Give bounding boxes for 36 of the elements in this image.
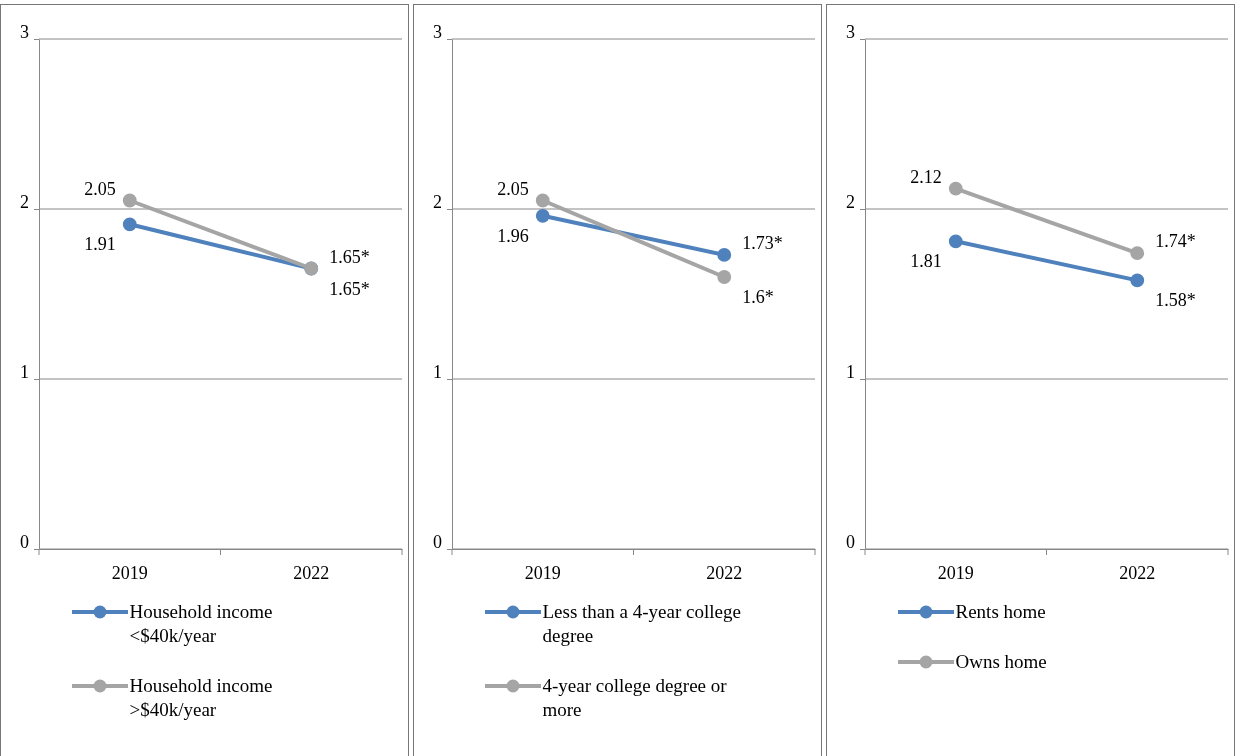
data-label: 1.91 [84, 234, 116, 255]
data-label: 2.05 [497, 178, 529, 199]
x-tick-label: 2022 [293, 563, 330, 583]
y-tick-label: 1 [433, 361, 442, 382]
legend-label: Household income >$40k/year [129, 674, 274, 722]
legend-label: Household income <$40k/year [129, 600, 274, 648]
x-tick-label: 2019 [524, 563, 561, 583]
data-label: 1.65* [329, 278, 370, 299]
y-tick-label: 2 [846, 191, 855, 212]
y-tick-label: 0 [20, 531, 29, 552]
legend-label: Less than a 4-year college degree [542, 600, 742, 648]
x-tick-label: 2019 [111, 563, 148, 583]
data-label: 2.12 [910, 166, 942, 187]
data-label: 1.73* [742, 232, 783, 253]
y-tick-label: 3 [846, 21, 855, 42]
legend-label: Rents home [955, 600, 1046, 624]
legend-label: Owns home [955, 650, 1047, 674]
y-tick-label: 1 [20, 361, 29, 382]
y-tick-label: 1 [846, 361, 855, 382]
data-label: 1.58* [1155, 290, 1196, 311]
x-tick-label: 2022 [1119, 563, 1156, 583]
y-tick-label: 0 [433, 531, 442, 552]
y-tick-label: 2 [433, 191, 442, 212]
data-label: 1.74* [1155, 231, 1196, 252]
y-tick-label: 3 [433, 21, 442, 42]
x-tick-label: 2019 [937, 563, 974, 583]
legend-label: 4-year college degree or more [542, 674, 728, 722]
x-tick-label: 2022 [706, 563, 743, 583]
data-label: 1.6* [742, 287, 774, 307]
data-label: 1.96 [497, 225, 529, 246]
data-label: 2.05 [84, 178, 116, 199]
y-tick-label: 0 [846, 531, 855, 552]
data-label: 1.65* [329, 246, 370, 267]
y-tick-label: 2 [20, 191, 29, 212]
y-tick-label: 3 [20, 21, 29, 42]
data-label: 1.81 [910, 251, 942, 272]
